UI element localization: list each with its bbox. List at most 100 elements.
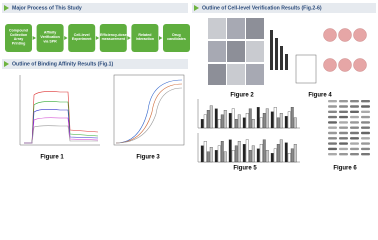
micrograph [227, 41, 245, 62]
bar [231, 150, 235, 163]
figure-label: Figure 1 [40, 155, 64, 161]
bar [214, 108, 218, 129]
blot-band [350, 100, 359, 103]
bar [237, 141, 241, 163]
figure-label: Figure 6 [333, 166, 357, 172]
step-label: Cell-level Experiment [72, 33, 92, 41]
bar [265, 108, 269, 129]
step-box [163, 24, 190, 52]
micrograph [208, 41, 226, 62]
bar [259, 117, 263, 129]
dish [323, 58, 337, 72]
bar [248, 150, 252, 163]
bar [293, 117, 297, 129]
step-box [36, 24, 64, 52]
micrograph [246, 64, 264, 85]
step-label: Affinity Verification via SPR [40, 31, 59, 44]
bar [242, 117, 246, 129]
bar [285, 54, 288, 70]
figure-4-images [295, 28, 367, 84]
step-box [68, 24, 96, 52]
bar [203, 141, 207, 163]
bar [251, 119, 255, 129]
process-title: Major Process of This Study [12, 5, 82, 11]
blot-band [361, 142, 370, 145]
bar [200, 119, 204, 129]
chart-frame [295, 54, 317, 84]
blot-band [361, 100, 370, 103]
figure-3-plot [113, 74, 185, 146]
blot-band [339, 121, 348, 124]
blot-band [328, 115, 337, 119]
verification-title: Outline of Cell-level Verification Resul… [202, 5, 322, 11]
bar [214, 150, 218, 163]
blot-band [361, 110, 370, 113]
micrograph [208, 18, 226, 39]
bar [279, 113, 283, 129]
bar [231, 108, 235, 129]
blot-band [339, 126, 348, 129]
blot-band [350, 126, 359, 129]
blot-band [350, 110, 359, 113]
bar [217, 119, 221, 129]
blot-band [350, 131, 359, 135]
bar [228, 139, 232, 163]
header-icon [194, 5, 199, 11]
bar [203, 114, 207, 129]
bar [290, 148, 294, 163]
step-arrow [95, 36, 100, 40]
figure-label: Figure 3 [136, 155, 160, 161]
blot-band [361, 147, 370, 151]
bar [287, 153, 291, 163]
header-icon [4, 61, 9, 67]
dish [353, 58, 367, 72]
bar [290, 107, 294, 129]
blot-band [328, 137, 337, 140]
header-bar [2, 59, 188, 69]
blot-band [361, 105, 370, 108]
blot-band [328, 105, 337, 108]
blot-band [361, 137, 370, 140]
blot-band [328, 100, 337, 103]
step-box [5, 24, 32, 52]
blot-band [361, 153, 370, 156]
bar [265, 150, 269, 163]
blot-band [339, 110, 348, 113]
blot-band [350, 121, 359, 124]
blot-band [339, 131, 348, 135]
micrograph [227, 64, 245, 85]
bar [279, 139, 283, 163]
bar [209, 105, 213, 129]
graphical-abstract: Major Process of This Study Compound Coll… [2, 3, 376, 172]
blot-band [361, 115, 370, 119]
figure-2-images [208, 18, 288, 85]
step-label: Efficiency-dose measurement [100, 33, 127, 41]
blot-band [328, 131, 337, 135]
step-arrow [159, 36, 163, 40]
dish [338, 28, 352, 42]
bar [276, 144, 280, 163]
bar [220, 114, 224, 129]
step-label: Compound Collection Array Printing [9, 28, 28, 45]
bar [256, 107, 260, 129]
bar [245, 139, 249, 163]
blot-band [339, 142, 348, 145]
bar [259, 144, 263, 163]
dish [323, 28, 337, 42]
figure-label: Figure 4 [308, 93, 332, 99]
bar [276, 117, 280, 129]
blot-band [339, 100, 348, 103]
step-label: Drug candidates [167, 33, 186, 41]
step-arrow [127, 36, 131, 40]
step-arrow [64, 36, 68, 40]
blot-band [339, 147, 348, 151]
bar [273, 148, 277, 163]
step-arrow [32, 36, 36, 40]
bar [228, 113, 232, 129]
bar [206, 151, 210, 163]
step-box [131, 24, 159, 52]
bar [273, 107, 277, 129]
micrograph [227, 18, 245, 39]
bar [234, 145, 238, 163]
bar [262, 113, 266, 129]
